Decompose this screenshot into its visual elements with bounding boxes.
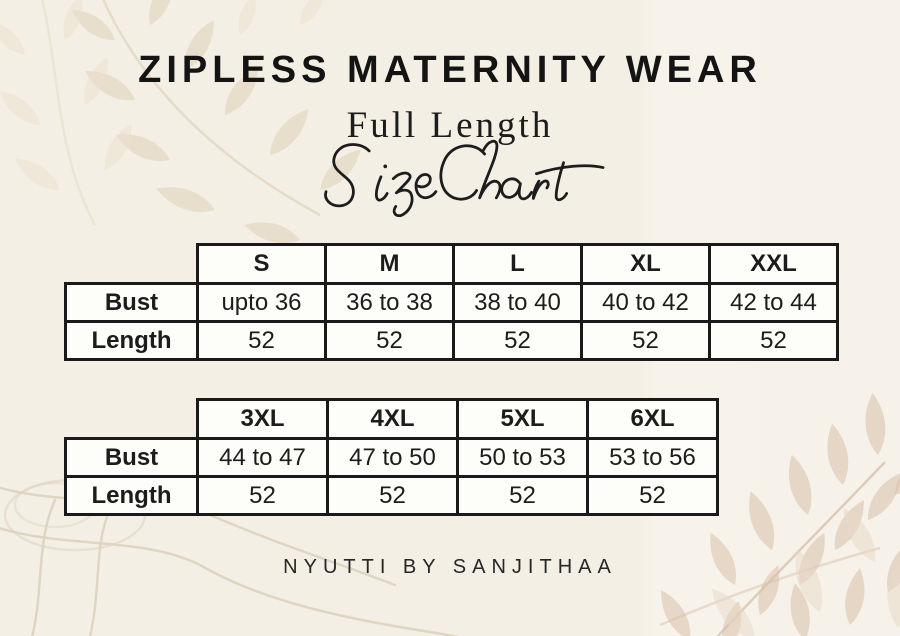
table-corner-spacer — [66, 400, 198, 439]
length-value: 52 — [324, 320, 455, 361]
length-value: 52 — [326, 475, 459, 516]
size-col-header: XXL — [708, 243, 839, 285]
size-chart-script-icon — [324, 139, 605, 218]
page-subtitle: Full Length — [346, 105, 554, 146]
row-label-length: Length — [64, 475, 199, 516]
table-row: 3XL 4XL 5XL 6XL — [66, 398, 719, 440]
bust-value: 42 to 44 — [708, 282, 839, 323]
table-row: S M L XL XXL — [66, 243, 839, 285]
length-value: 52 — [580, 320, 711, 361]
page-title: ZIPLESS MATERNITY WEAR — [138, 49, 762, 91]
row-label-bust: Bust — [64, 437, 199, 478]
table-row: Bust 44 to 47 47 to 50 50 to 53 53 to 56 — [64, 437, 719, 478]
length-value: 52 — [196, 475, 329, 516]
bust-value: 47 to 50 — [326, 437, 459, 478]
table-row: Length 52 52 52 52 52 — [64, 320, 839, 361]
table-row: Length 52 52 52 52 — [64, 475, 719, 516]
bust-value: 38 to 40 — [452, 282, 583, 323]
size-col-header: 6XL — [586, 398, 719, 440]
table-row: Bust upto 36 36 to 38 38 to 40 40 to 42 … — [64, 282, 839, 323]
bust-value: 50 to 53 — [456, 437, 589, 478]
size-col-header: 5XL — [456, 398, 589, 440]
bust-value: 40 to 42 — [580, 282, 711, 323]
length-value: 52 — [196, 320, 327, 361]
size-table-s-to-xxl: S M L XL XXL Bust upto 36 36 to 38 38 to… — [64, 243, 839, 361]
size-chart-script: Size Chart — [318, 134, 608, 224]
size-col-header: L — [452, 243, 583, 285]
size-col-header: 4XL — [326, 398, 459, 440]
bust-value: 44 to 47 — [196, 437, 329, 478]
length-value: 52 — [708, 320, 839, 361]
row-label-bust: Bust — [64, 282, 199, 323]
size-col-header: S — [196, 243, 327, 285]
brand-name: NYUTTI BY SANJITHAA — [283, 556, 617, 578]
length-value: 52 — [586, 475, 719, 516]
length-value: 52 — [452, 320, 583, 361]
length-value: 52 — [456, 475, 589, 516]
bust-value: 36 to 38 — [324, 282, 455, 323]
size-table-3xl-to-6xl: 3XL 4XL 5XL 6XL Bust 44 to 47 47 to 50 5… — [64, 398, 719, 516]
row-label-length: Length — [64, 320, 199, 361]
table-corner-spacer — [66, 245, 198, 284]
size-col-header: 3XL — [196, 398, 329, 440]
size-col-header: M — [324, 243, 455, 285]
size-col-header: XL — [580, 243, 711, 285]
bust-value: upto 36 — [196, 282, 327, 323]
bust-value: 53 to 56 — [586, 437, 719, 478]
